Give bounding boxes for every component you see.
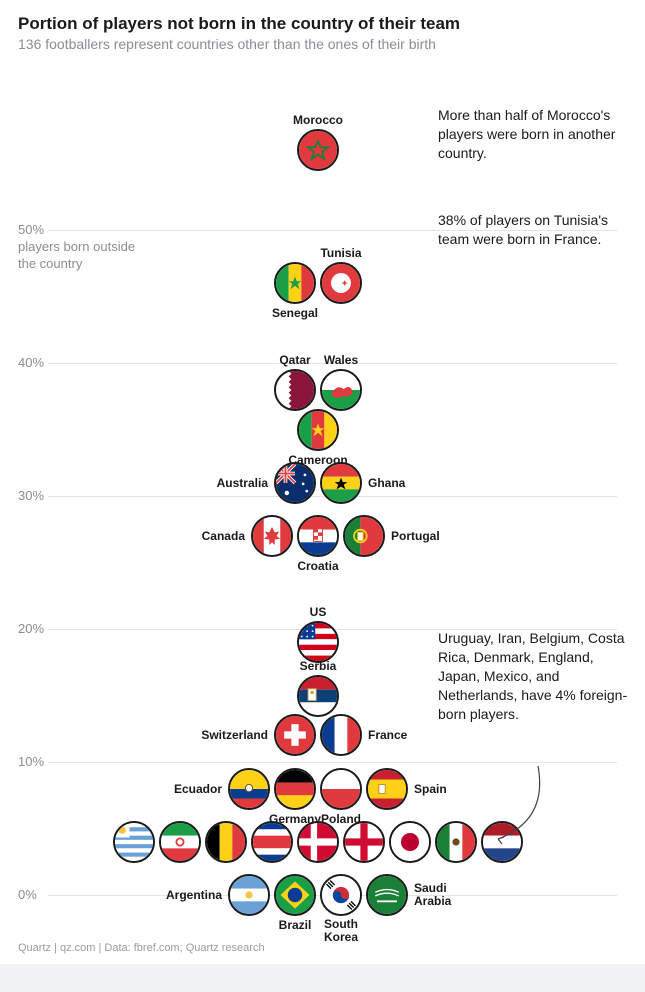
plot-area: 50%players born outside the country40%30… bbox=[18, 60, 627, 930]
chart-container: Portion of players not born in the count… bbox=[0, 0, 645, 964]
chart-subtitle: 136 footballers represent countries othe… bbox=[18, 36, 627, 52]
annotation-arrow bbox=[18, 60, 645, 930]
chart-title: Portion of players not born in the count… bbox=[18, 14, 627, 34]
